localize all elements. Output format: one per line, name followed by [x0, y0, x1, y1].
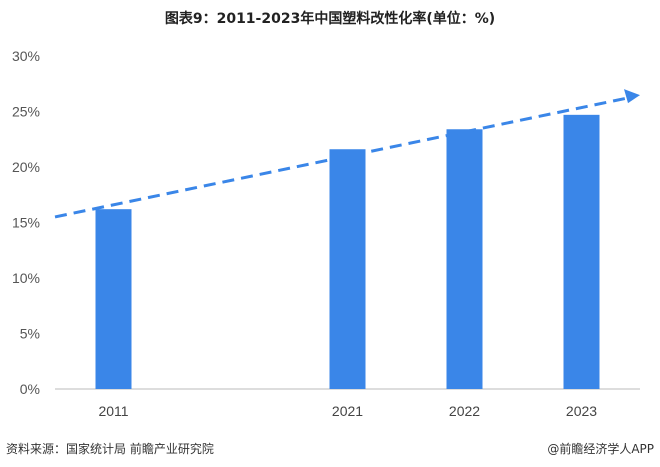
y-tick-label: 15% [12, 215, 40, 231]
trend-arrow-head [624, 89, 640, 104]
credit-note: @前瞻经济学人APP [547, 442, 654, 456]
y-tick-label: 0% [20, 381, 40, 397]
bar-2021 [329, 149, 366, 389]
y-tick-label: 25% [12, 104, 40, 120]
x-tick-label: 2011 [98, 403, 128, 419]
trend-arrow-line [54, 95, 633, 219]
y-tick-label: 20% [12, 159, 40, 175]
y-tick-label: 5% [20, 326, 40, 342]
y-tick-label: 10% [12, 270, 40, 286]
bar-2023 [563, 114, 600, 389]
x-tick-label: 2023 [566, 403, 597, 419]
x-tick-label: 2021 [332, 403, 363, 419]
source-note: 资料来源：国家统计局 前瞻产业研究院 [6, 442, 214, 456]
bar-2022 [446, 129, 483, 389]
y-tick-label: 30% [12, 48, 40, 64]
bar-2011 [95, 209, 132, 389]
chart-title: 图表9：2011-2023年中国塑料改性化率(单位：%) [164, 11, 496, 27]
x-tick-label: 2022 [449, 403, 480, 419]
